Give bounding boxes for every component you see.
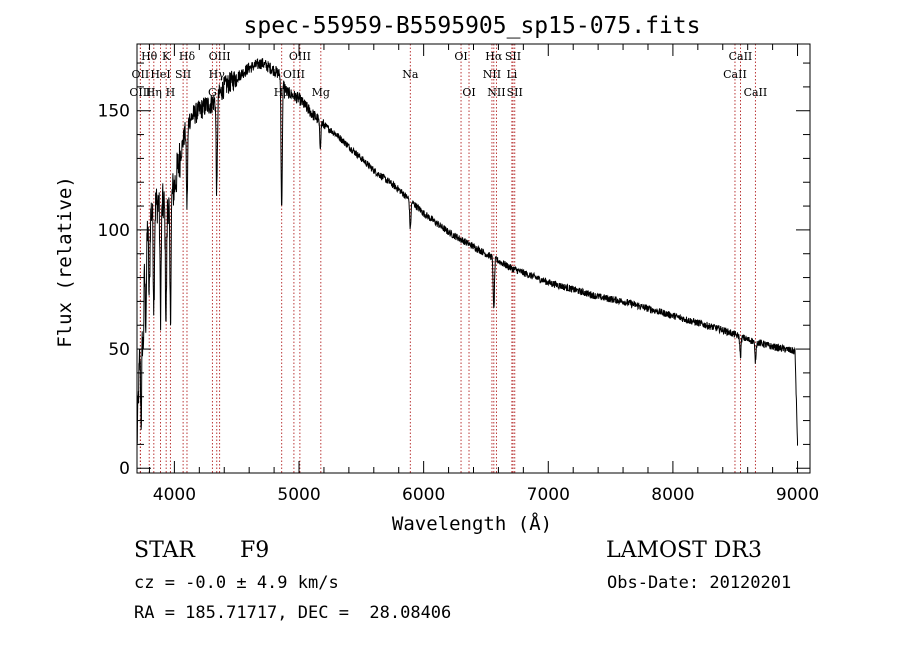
line-label: K	[162, 50, 171, 63]
line-label: Hδ	[179, 50, 196, 63]
line-label: SII	[505, 50, 521, 63]
x-tick-label: 4000	[153, 485, 196, 505]
line-label: G	[208, 86, 217, 99]
line-label: CaII	[723, 68, 747, 81]
line-label: Li	[506, 68, 517, 81]
emission-line-markers	[139, 44, 756, 473]
line-label: SII	[507, 86, 523, 99]
line-label: OIII	[129, 86, 151, 99]
line-label: Hθ	[141, 50, 158, 63]
object-subclass: F9	[240, 538, 270, 563]
x-tick-label: 8000	[651, 485, 694, 505]
line-label: Na	[402, 68, 419, 81]
observation-date: Obs-Date: 20120201	[607, 573, 792, 593]
line-label: H	[166, 86, 176, 99]
line-label: CaII	[744, 86, 768, 99]
line-label: OI	[454, 50, 467, 63]
x-tick-label: 5000	[277, 485, 320, 505]
line-label: SII	[175, 68, 191, 81]
y-tick-label: 150	[98, 102, 130, 122]
line-label: OIII	[289, 50, 311, 63]
line-label: Hγ	[209, 68, 226, 81]
y-tick-label: 50	[108, 340, 130, 360]
y-axis-label: Flux (relative)	[54, 176, 76, 348]
line-label: OIII	[283, 68, 305, 81]
redshift-info: cz = -0.0 ± 4.9 km/s	[134, 573, 339, 593]
spectrum-line	[136, 58, 798, 446]
x-tick-label: 9000	[776, 485, 819, 505]
line-label: CaII	[729, 50, 753, 63]
line-label: Hη	[146, 86, 162, 99]
line-label: OII	[132, 68, 150, 81]
x-tick-label: 7000	[527, 485, 570, 505]
line-label: OIII	[209, 50, 231, 63]
coordinates: RA = 185.71717, DEC = 28.08406	[134, 603, 452, 623]
line-label: Hα	[485, 50, 503, 63]
y-tick-label: 0	[119, 459, 130, 479]
x-axis-tick-labels: 4000 5000 6000 7000 8000 9000	[153, 485, 819, 505]
axis-ticks	[137, 44, 810, 473]
object-class: STAR	[134, 538, 195, 563]
chart-title: spec-55959-B5595905_sp15-075.fits	[244, 13, 701, 39]
line-label: OI	[462, 86, 475, 99]
line-label: NII	[483, 68, 501, 81]
x-axis-label: Wavelength (Å)	[392, 512, 552, 535]
line-label: HeI	[150, 68, 170, 81]
y-tick-label: 100	[98, 221, 130, 241]
x-tick-label: 6000	[402, 485, 445, 505]
line-label: Mg	[312, 86, 330, 99]
line-label: NII	[487, 86, 505, 99]
survey-name: LAMOST DR3	[606, 538, 762, 563]
y-axis-tick-labels: 0 50 100 150	[98, 102, 130, 480]
plot-frame	[136, 43, 811, 474]
